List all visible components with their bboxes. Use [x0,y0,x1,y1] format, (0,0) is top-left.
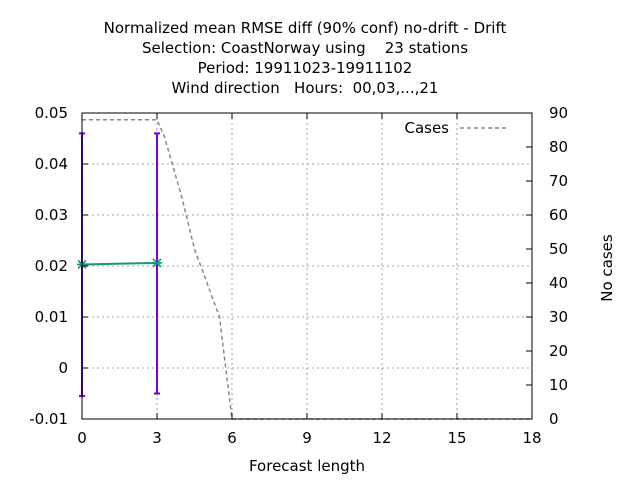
y2-tick-label: 10 [549,376,568,394]
y-tick-label: 0.01 [35,308,68,326]
grid [82,113,532,419]
y-tick-label: 0.04 [35,155,68,173]
x-tick-label: 0 [77,429,87,447]
x-tick-label: 12 [372,429,391,447]
y-tick-label: -0.01 [29,410,68,428]
cases-line [82,119,532,420]
data-point [152,258,162,268]
chart-title: Normalized mean RMSE diff (90% conf) no-… [104,19,507,97]
y2-tick-label: 0 [549,410,559,428]
x-tick-label: 3 [152,429,162,447]
y-tick-label: 0.03 [35,206,68,224]
y2-tick-label: 70 [549,172,568,190]
y2-tick-label: 80 [549,138,568,156]
series-layer [77,119,532,420]
y-tick-label: 0.05 [35,104,68,122]
x-tick-label: 9 [302,429,312,447]
y2-tick-label: 20 [549,342,568,360]
y2-tick-label: 60 [549,206,568,224]
title-line: Period: 19911023-19911102 [198,59,413,77]
y2-tick-label: 30 [549,308,568,326]
title-line: Selection: CoastNorway using 23 stations [142,39,468,57]
y2-axis-label: No cases [598,234,616,302]
y2-tick-label: 90 [549,104,568,122]
title-line: Wind direction Hours: 00,03,...,21 [172,79,439,97]
legend-label: Cases [404,119,449,137]
x-axis-label: Forecast length [249,457,365,475]
y2-tick-label: 40 [549,274,568,292]
mean-diff-line [81,261,158,266]
x-tick-label: 18 [522,429,541,447]
legend: Cases [404,119,507,137]
y-tick-label: 0 [58,359,68,377]
y-tick-label: 0.02 [35,257,68,275]
axis-ticks: 0 3 6 9 12 15 18 -0.01 0 0.01 0.02 0.03 0.04 0.05 0 10 2… [29,104,568,447]
y2-tick-label: 50 [549,240,568,258]
x-tick-label: 6 [227,429,237,447]
title-line: Normalized mean RMSE diff (90% conf) no-… [104,19,507,37]
x-tick-label: 15 [447,429,466,447]
